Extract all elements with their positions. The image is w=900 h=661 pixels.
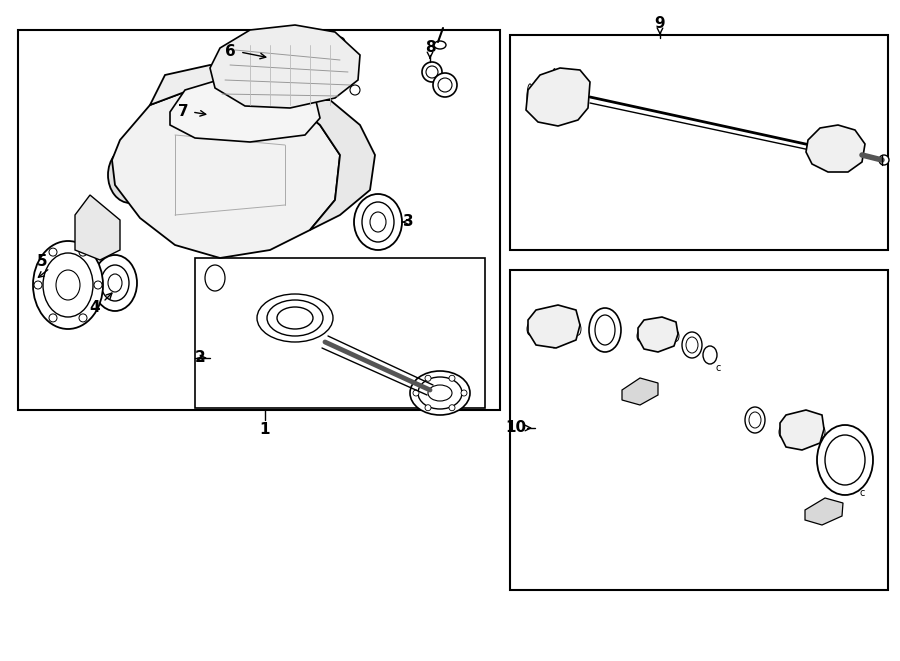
Ellipse shape bbox=[122, 165, 138, 185]
Ellipse shape bbox=[418, 377, 462, 409]
Ellipse shape bbox=[300, 103, 310, 113]
Ellipse shape bbox=[225, 93, 235, 103]
Ellipse shape bbox=[745, 407, 765, 433]
Polygon shape bbox=[806, 125, 865, 172]
Ellipse shape bbox=[449, 375, 455, 381]
Ellipse shape bbox=[425, 375, 431, 381]
Ellipse shape bbox=[116, 157, 144, 193]
Ellipse shape bbox=[817, 425, 873, 495]
Polygon shape bbox=[622, 378, 658, 405]
Bar bbox=[510, 270, 888, 590]
Polygon shape bbox=[780, 410, 824, 450]
Ellipse shape bbox=[49, 248, 57, 256]
Ellipse shape bbox=[101, 265, 129, 301]
Text: 6: 6 bbox=[225, 44, 236, 59]
Polygon shape bbox=[112, 90, 340, 258]
Ellipse shape bbox=[195, 130, 205, 140]
Ellipse shape bbox=[426, 66, 438, 78]
Polygon shape bbox=[210, 25, 360, 108]
Polygon shape bbox=[290, 100, 375, 230]
Ellipse shape bbox=[222, 73, 238, 83]
Ellipse shape bbox=[879, 155, 889, 165]
Ellipse shape bbox=[192, 133, 268, 217]
Ellipse shape bbox=[257, 294, 333, 342]
Ellipse shape bbox=[422, 62, 442, 82]
Text: 10: 10 bbox=[506, 420, 526, 436]
Polygon shape bbox=[75, 195, 120, 260]
Ellipse shape bbox=[825, 435, 865, 485]
Ellipse shape bbox=[703, 346, 717, 364]
Bar bbox=[18, 30, 500, 410]
Ellipse shape bbox=[205, 265, 225, 291]
Ellipse shape bbox=[325, 149, 365, 201]
Ellipse shape bbox=[410, 371, 470, 415]
Ellipse shape bbox=[413, 390, 419, 396]
Text: 7: 7 bbox=[177, 104, 188, 120]
Ellipse shape bbox=[350, 85, 360, 95]
Ellipse shape bbox=[425, 405, 431, 410]
Text: 8: 8 bbox=[425, 40, 436, 56]
Text: 3: 3 bbox=[402, 215, 413, 229]
Bar bbox=[195, 258, 485, 408]
Ellipse shape bbox=[434, 41, 446, 49]
Ellipse shape bbox=[34, 281, 42, 289]
Ellipse shape bbox=[438, 78, 452, 92]
Polygon shape bbox=[805, 498, 843, 525]
Ellipse shape bbox=[277, 307, 313, 329]
Polygon shape bbox=[528, 305, 580, 348]
Ellipse shape bbox=[333, 159, 357, 191]
Text: 9: 9 bbox=[654, 17, 665, 32]
Ellipse shape bbox=[370, 212, 386, 232]
Polygon shape bbox=[638, 317, 678, 352]
Text: c: c bbox=[716, 363, 721, 373]
Ellipse shape bbox=[354, 194, 402, 250]
Ellipse shape bbox=[290, 127, 300, 137]
Ellipse shape bbox=[108, 274, 122, 292]
Text: c: c bbox=[860, 488, 865, 498]
Ellipse shape bbox=[589, 308, 621, 352]
Ellipse shape bbox=[218, 161, 242, 189]
Polygon shape bbox=[170, 78, 320, 142]
Ellipse shape bbox=[595, 315, 615, 345]
Ellipse shape bbox=[433, 73, 457, 97]
Ellipse shape bbox=[335, 37, 345, 47]
Ellipse shape bbox=[180, 95, 190, 105]
Ellipse shape bbox=[49, 314, 57, 322]
Ellipse shape bbox=[108, 147, 152, 203]
Ellipse shape bbox=[362, 202, 394, 242]
Text: 2: 2 bbox=[194, 350, 205, 366]
Text: 5: 5 bbox=[37, 254, 48, 270]
Ellipse shape bbox=[449, 405, 455, 410]
Polygon shape bbox=[150, 65, 330, 105]
Ellipse shape bbox=[220, 50, 230, 60]
Polygon shape bbox=[526, 68, 590, 126]
Ellipse shape bbox=[43, 253, 93, 317]
Ellipse shape bbox=[267, 300, 323, 336]
Ellipse shape bbox=[33, 241, 103, 329]
Ellipse shape bbox=[428, 385, 452, 401]
Ellipse shape bbox=[265, 79, 275, 89]
Text: 1: 1 bbox=[260, 422, 270, 438]
Ellipse shape bbox=[686, 337, 698, 353]
Ellipse shape bbox=[206, 147, 254, 203]
Ellipse shape bbox=[749, 412, 761, 428]
Ellipse shape bbox=[87, 225, 103, 245]
Bar bbox=[510, 35, 888, 250]
Ellipse shape bbox=[682, 332, 702, 358]
Ellipse shape bbox=[93, 255, 137, 311]
Ellipse shape bbox=[94, 281, 102, 289]
Ellipse shape bbox=[56, 270, 80, 300]
Ellipse shape bbox=[461, 390, 467, 396]
Ellipse shape bbox=[79, 248, 87, 256]
Text: 4: 4 bbox=[90, 301, 100, 315]
Ellipse shape bbox=[79, 314, 87, 322]
